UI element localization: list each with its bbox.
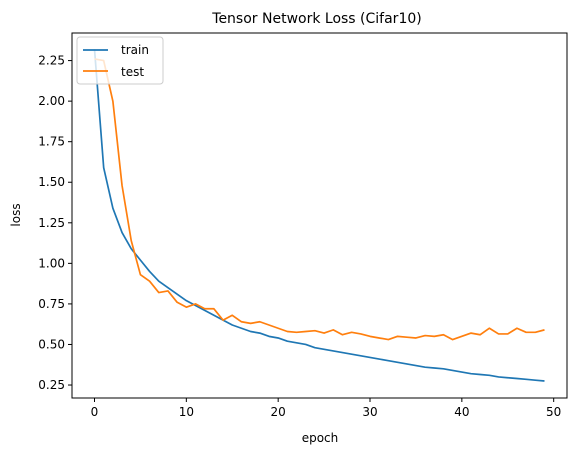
axes-frame [71,32,568,399]
x-tick-label: 0 [91,405,99,419]
y-tick-label: 0.50 [38,337,65,351]
x-tick-label: 40 [454,405,469,419]
plot-area [93,49,545,382]
legend-train-label: train [121,43,149,57]
y-tick-label: 1.50 [38,175,65,189]
x-tick-label: 50 [546,405,561,419]
y-tick-label: 2.00 [38,94,65,108]
legend-box [76,36,164,85]
x-tick-label: 30 [362,405,377,419]
y-tick-label: 1.75 [38,135,65,149]
series-line-test [94,58,545,341]
y-tick-label: 1.25 [38,216,65,230]
x-axis: 0 10 20 30 40 50 [91,398,561,419]
x-tick-label: 10 [179,405,194,419]
series-line-train [93,49,545,382]
y-tick-label: 2.25 [38,54,65,68]
x-tick-label: 20 [271,405,286,419]
y-axis: 0.25 0.50 0.75 1.00 1.25 1.50 1.75 2.00 2.25 [38,54,72,392]
y-tick-label: 0.75 [38,297,65,311]
legend-test-label: test [121,65,144,79]
y-tick-label: 0.25 [38,378,65,392]
legend: train test [76,36,164,85]
chart-title: Tensor Network Loss (Cifar10) [211,11,421,27]
y-axis-label: loss [9,203,23,226]
x-axis-label: epoch [302,431,339,445]
y-tick-label: 1.00 [38,256,65,270]
